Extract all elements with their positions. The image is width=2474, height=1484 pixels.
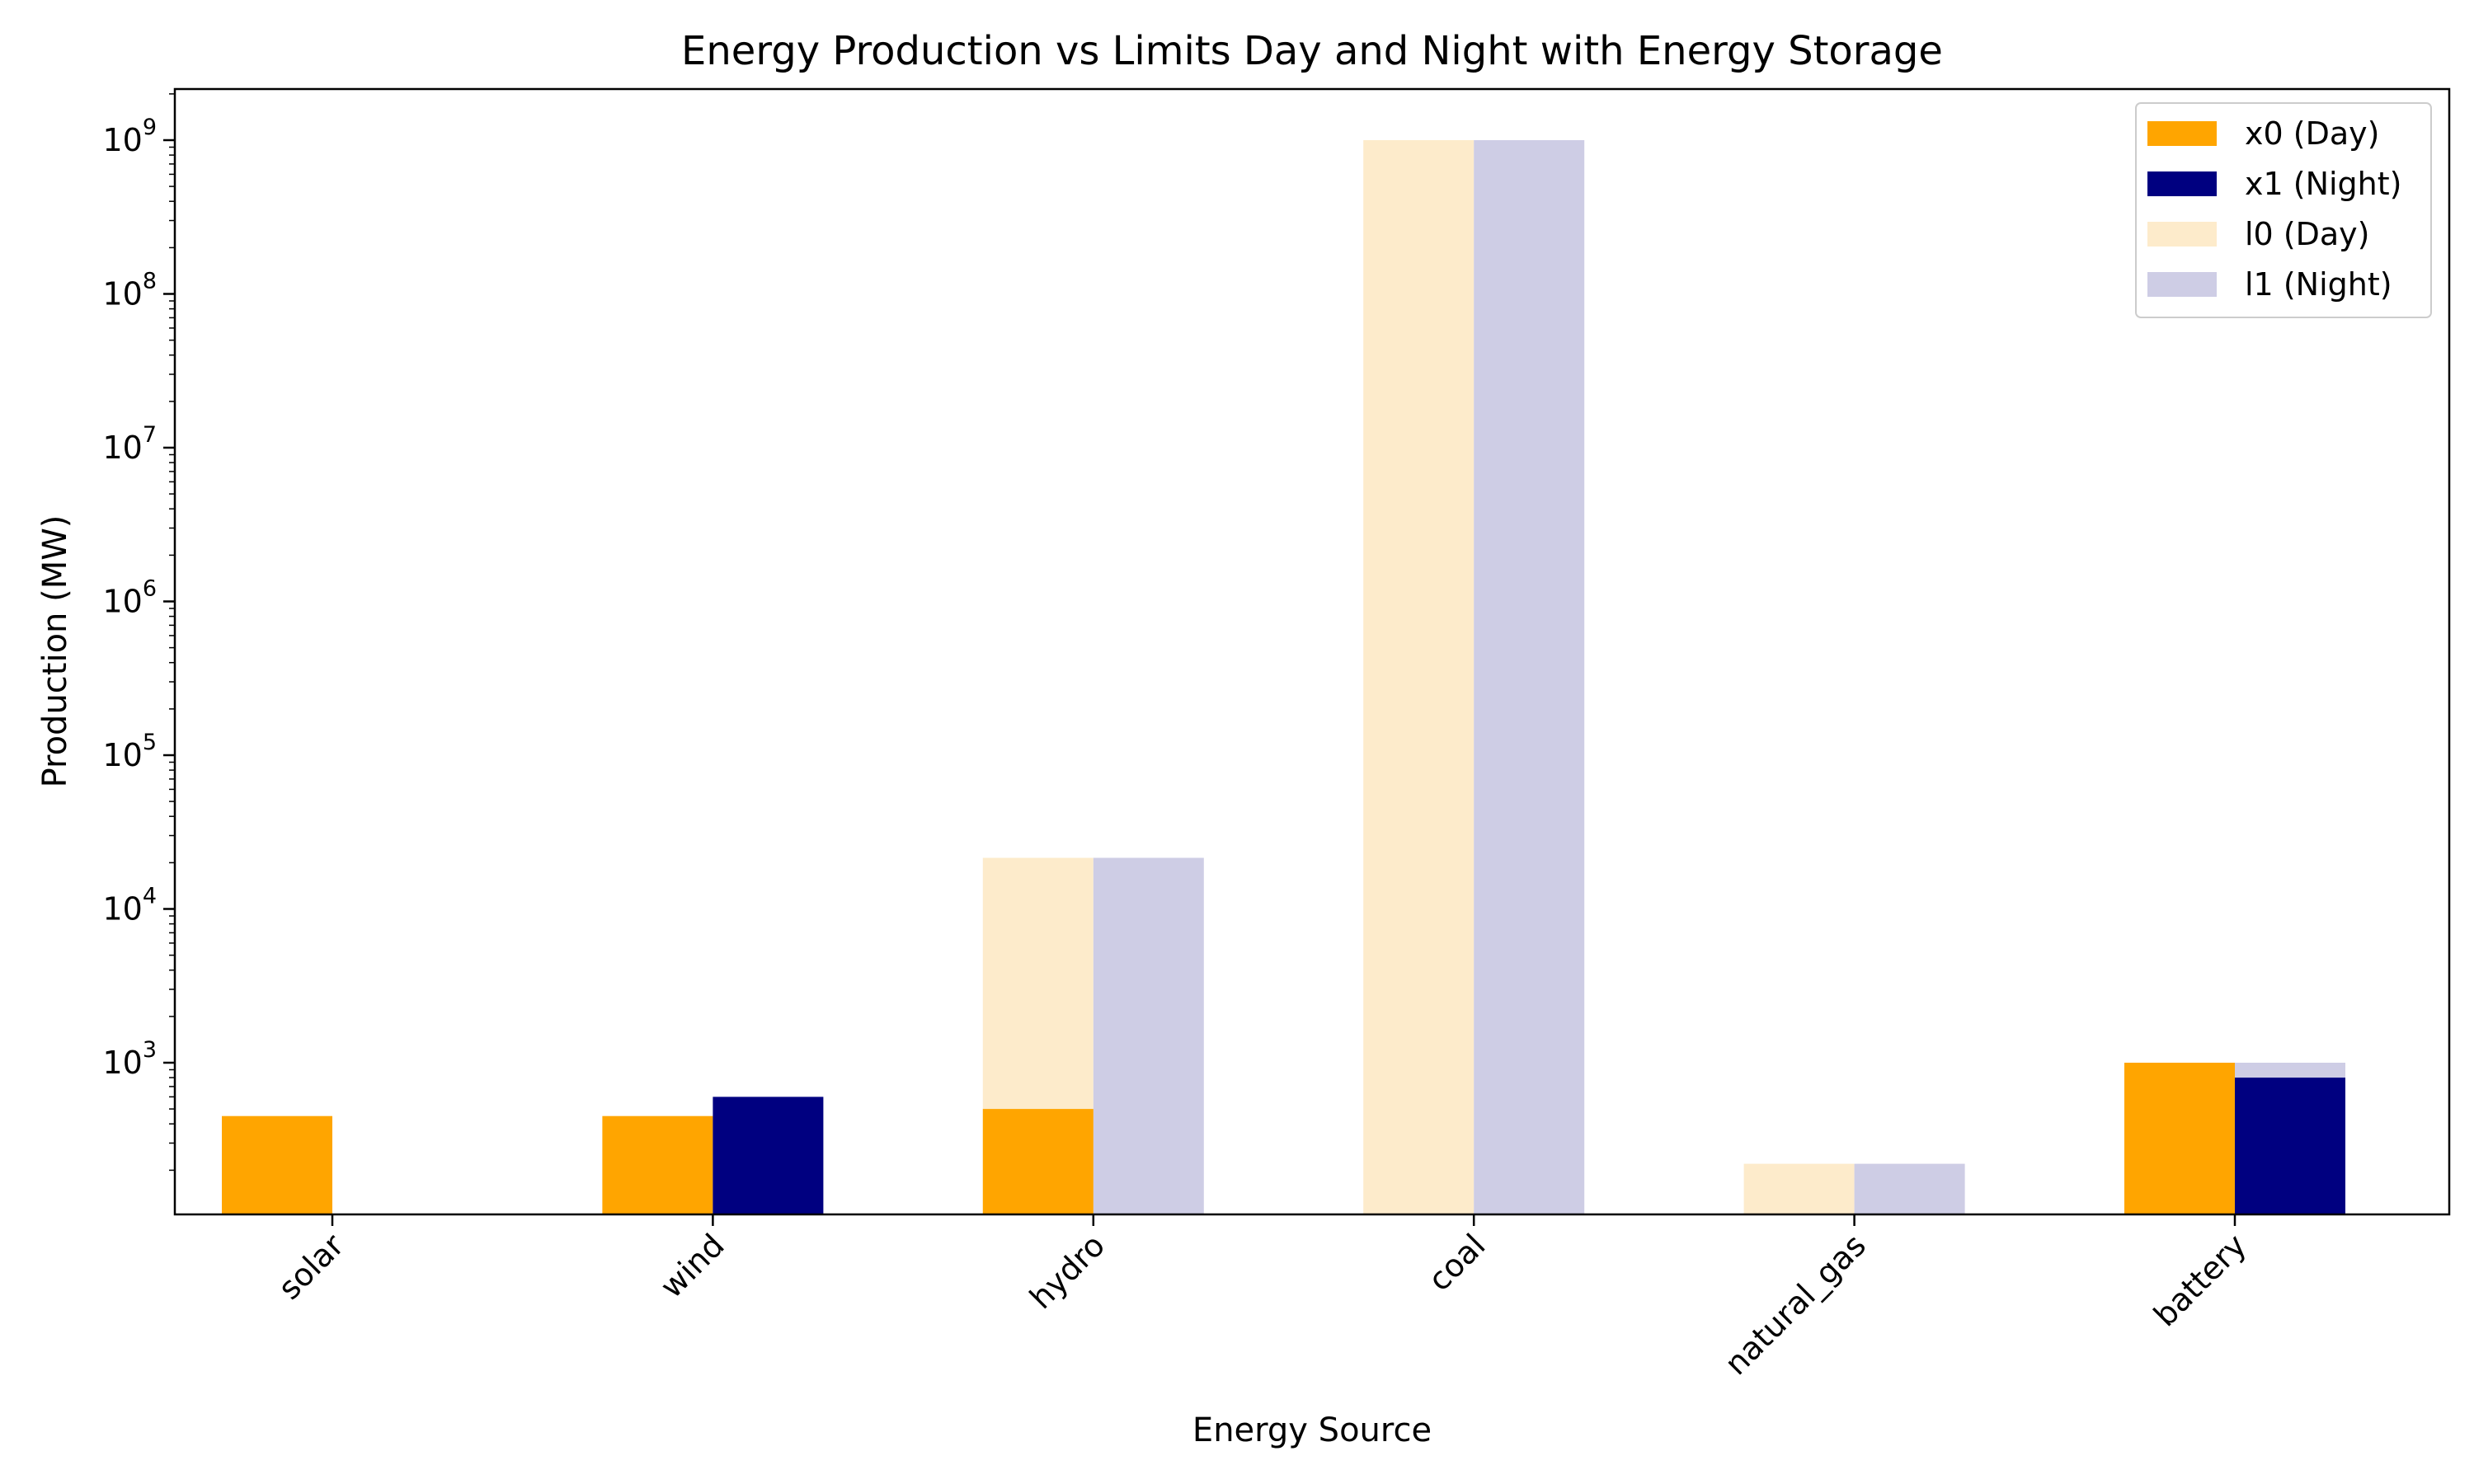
bar-production-day-solar — [222, 1115, 332, 1214]
y-tick-label: 103 — [102, 1037, 157, 1081]
x-tick-label: battery — [2147, 1227, 2253, 1333]
bar-limit-night-coal — [1474, 140, 1585, 1214]
legend: x0 (Day) x1 (Night) l0 (Day) l1 (Night) — [2135, 102, 2432, 318]
legend-label: l0 (Day) — [2245, 216, 2370, 252]
chart-title: Energy Production vs Limits Day and Nigh… — [681, 28, 1943, 74]
x-tick-label: natural_gas — [1718, 1227, 1873, 1382]
bar-limit-day-natural_gas — [1743, 1163, 1855, 1214]
y-tick-label: 108 — [102, 269, 157, 312]
bar-limit-day-coal — [1363, 140, 1475, 1214]
y-tick-label: 106 — [102, 576, 157, 620]
legend-frame — [2135, 102, 2432, 318]
x-tick-label: coal — [1421, 1227, 1492, 1298]
bar-limit-night-hydro — [1093, 857, 1204, 1214]
x-tick-label: hydro — [1023, 1227, 1112, 1316]
x-axis-ticks: solar wind hydro coal natural_gas battery — [271, 1214, 2253, 1382]
x-axis-label: Energy Source — [1192, 1411, 1432, 1449]
bars-layer — [222, 140, 2345, 1214]
y-axis-label: Production (MW) — [36, 515, 74, 788]
legend-label: x0 (Day) — [2245, 115, 2379, 152]
bar-production-night-wind — [713, 1097, 824, 1214]
legend-swatch — [2147, 121, 2217, 146]
bar-production-day-hydro — [982, 1109, 1094, 1214]
bar-production-day-battery — [2124, 1063, 2235, 1214]
y-tick-label: 109 — [102, 115, 157, 158]
bar-production-night-battery — [2235, 1078, 2345, 1214]
legend-swatch — [2147, 222, 2217, 247]
plot-frame — [173, 87, 2451, 1216]
legend-swatch — [2147, 272, 2217, 297]
bar-limit-night-natural_gas — [1854, 1163, 1965, 1214]
legend-swatch — [2147, 171, 2217, 196]
y-tick-label: 107 — [102, 422, 157, 466]
legend-label: x1 (Night) — [2245, 166, 2401, 202]
legend-label: l1 (Night) — [2245, 266, 2392, 303]
bar-production-day-wind — [602, 1115, 713, 1214]
x-tick-label: solar — [271, 1227, 351, 1307]
x-tick-label: wind — [653, 1227, 731, 1305]
y-tick-label: 104 — [102, 884, 157, 928]
y-tick-label: 105 — [102, 730, 157, 773]
y-axis-ticks: 103 104 105 106 107 108 109 — [102, 93, 175, 1172]
